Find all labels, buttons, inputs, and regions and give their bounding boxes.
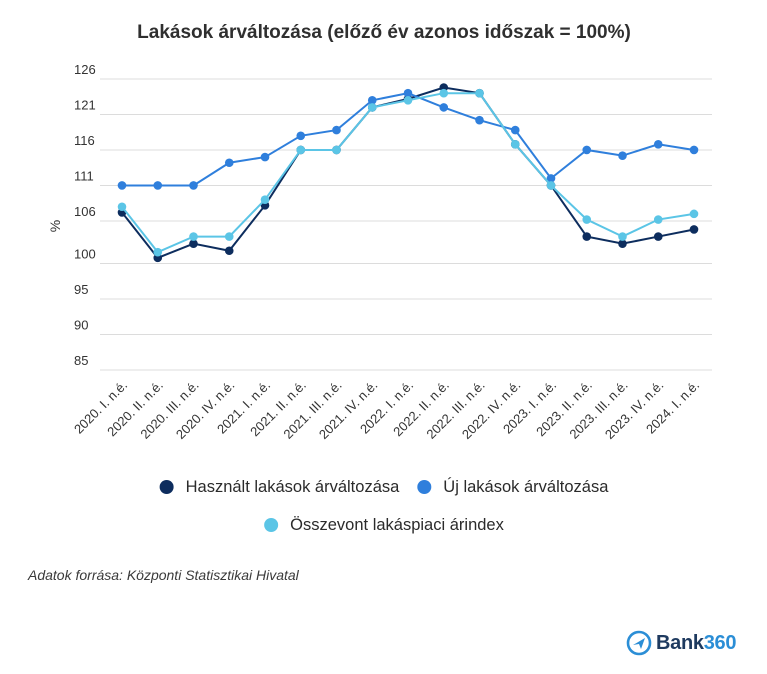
series-lines (117, 83, 699, 263)
series-3 (117, 88, 699, 257)
legend: Használt lakások árváltozása Új lakások á… (159, 477, 609, 534)
data-point (117, 181, 127, 190)
bank360-logo: Bank360 (626, 630, 737, 656)
legend-label: Új lakások árváltozása (443, 477, 609, 496)
data-point (582, 215, 592, 224)
data-point (189, 232, 198, 241)
data-point (510, 125, 520, 135)
y-tick-label: 106 (74, 204, 96, 219)
data-point (618, 232, 627, 241)
data-point (618, 151, 627, 160)
legend-marker (264, 518, 279, 532)
series-line (122, 92, 695, 187)
data-point (332, 145, 341, 155)
data-point (582, 232, 592, 241)
y-axis-label: % (47, 220, 63, 232)
data-point (296, 131, 306, 141)
x-axis-ticks: 2020. I. n.é.2020. II. n.é.2020. III. n.… (71, 378, 702, 442)
chart-title: Lakások árváltozása (előző év azonos idő… (137, 22, 631, 43)
data-point (403, 88, 413, 98)
series-line (121, 92, 695, 254)
data-point (260, 152, 270, 162)
y-tick-label: 95 (74, 282, 88, 297)
data-point (332, 125, 341, 135)
series-1 (117, 83, 699, 263)
legend-item: Új lakások árváltozása (417, 477, 609, 496)
data-point (582, 145, 592, 155)
legend-label: Használt lakások árváltozása (186, 478, 401, 496)
legend-item: Összevont lakáspiaci árindex (264, 516, 505, 534)
series-line (121, 86, 695, 260)
data-point (367, 95, 377, 105)
data-point (618, 239, 627, 248)
data-point (224, 158, 234, 168)
gridlines (100, 78, 712, 371)
data-point (296, 145, 306, 155)
data-point (189, 181, 198, 190)
data-point (653, 232, 663, 241)
data-point (689, 225, 699, 234)
y-tick-label: 100 (74, 247, 96, 262)
legend-item: Használt lakások árváltozása (159, 478, 401, 496)
data-point (439, 103, 449, 112)
data-point (439, 88, 449, 98)
series-2 (117, 88, 699, 190)
data-point (153, 247, 163, 257)
legend-marker (417, 480, 432, 494)
data-point (224, 246, 234, 256)
y-axis-ticks: 85 90 95 100 106 111 116 121 126 (74, 62, 96, 368)
logo-text-main: Bank (656, 631, 704, 654)
logo-wordmark: Bank360 (656, 631, 737, 655)
data-point (546, 174, 556, 183)
legend-label: Összevont lakáspiaci árindex (290, 516, 504, 534)
plane-badge-icon (626, 630, 652, 656)
y-tick-label: 126 (74, 62, 96, 77)
y-tick-label: 116 (74, 133, 95, 148)
data-point (475, 88, 484, 98)
data-point (224, 232, 234, 241)
y-tick-label: 121 (74, 97, 96, 112)
data-point (546, 181, 556, 190)
y-tick-label: 90 (74, 318, 88, 333)
line-chart: Lakások árváltozása (előző év azonos idő… (47, 22, 712, 534)
data-point (403, 95, 413, 105)
data-point (189, 239, 198, 248)
y-tick-label: 85 (74, 353, 88, 368)
logo-text-accent: 360 (703, 631, 737, 654)
y-tick-label: 111 (74, 168, 94, 183)
data-point (117, 202, 127, 212)
data-point (653, 215, 663, 224)
data-point (367, 103, 377, 112)
data-point (260, 195, 270, 204)
data-point (475, 115, 484, 125)
data-point (153, 181, 163, 190)
data-point (689, 209, 699, 219)
data-point (653, 139, 663, 149)
source-note: Adatok forrása: Központi Statisztikai Hi… (28, 567, 299, 583)
data-point (510, 139, 520, 149)
legend-marker (159, 480, 174, 494)
data-point (689, 145, 699, 155)
